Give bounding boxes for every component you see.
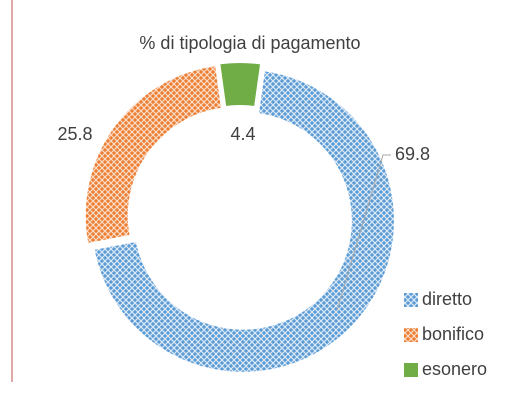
- leader-line: [336, 154, 391, 311]
- legend-swatch: [404, 363, 418, 377]
- data-label: 69.8: [395, 144, 430, 164]
- legend-label: bonifico: [422, 324, 484, 344]
- chart-title: % di tipologia di pagamento: [139, 33, 360, 53]
- legend-label: diretto: [422, 289, 472, 309]
- donut-slice: [218, 61, 263, 109]
- legend-swatch: [404, 293, 418, 307]
- legend-label: esonero: [422, 359, 487, 379]
- donut-slice: [92, 69, 396, 374]
- legend-swatch: [404, 328, 418, 342]
- data-label: 25.8: [57, 124, 92, 144]
- donut-slice: [83, 63, 224, 246]
- data-label: 4.4: [230, 124, 255, 144]
